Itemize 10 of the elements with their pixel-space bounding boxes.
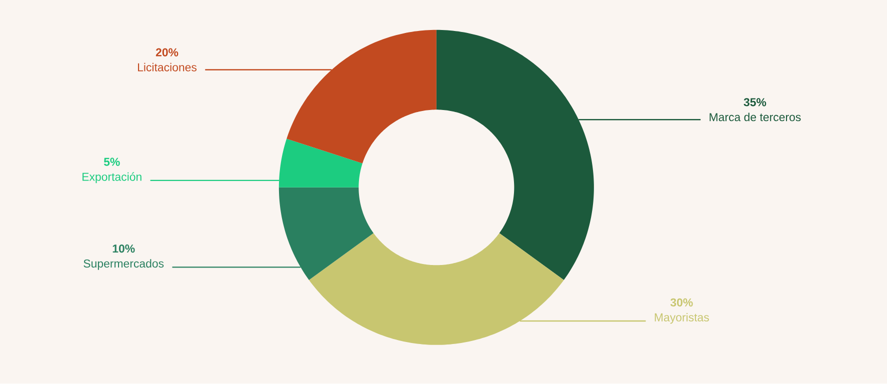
slice-label: Exportación bbox=[82, 172, 142, 184]
slice-label: Mayoristas bbox=[654, 313, 709, 324]
slice-label: Licitaciones bbox=[138, 63, 197, 72]
slice-label: Marca de terceros bbox=[710, 112, 801, 122]
data-label: 5% bbox=[104, 158, 120, 166]
data-label: 30% bbox=[670, 298, 693, 307]
data-label: 10% bbox=[112, 244, 135, 253]
data-label: 35% bbox=[744, 98, 766, 106]
slice-label: Supermercados bbox=[84, 259, 164, 270]
data-label: 20% bbox=[156, 48, 178, 56]
